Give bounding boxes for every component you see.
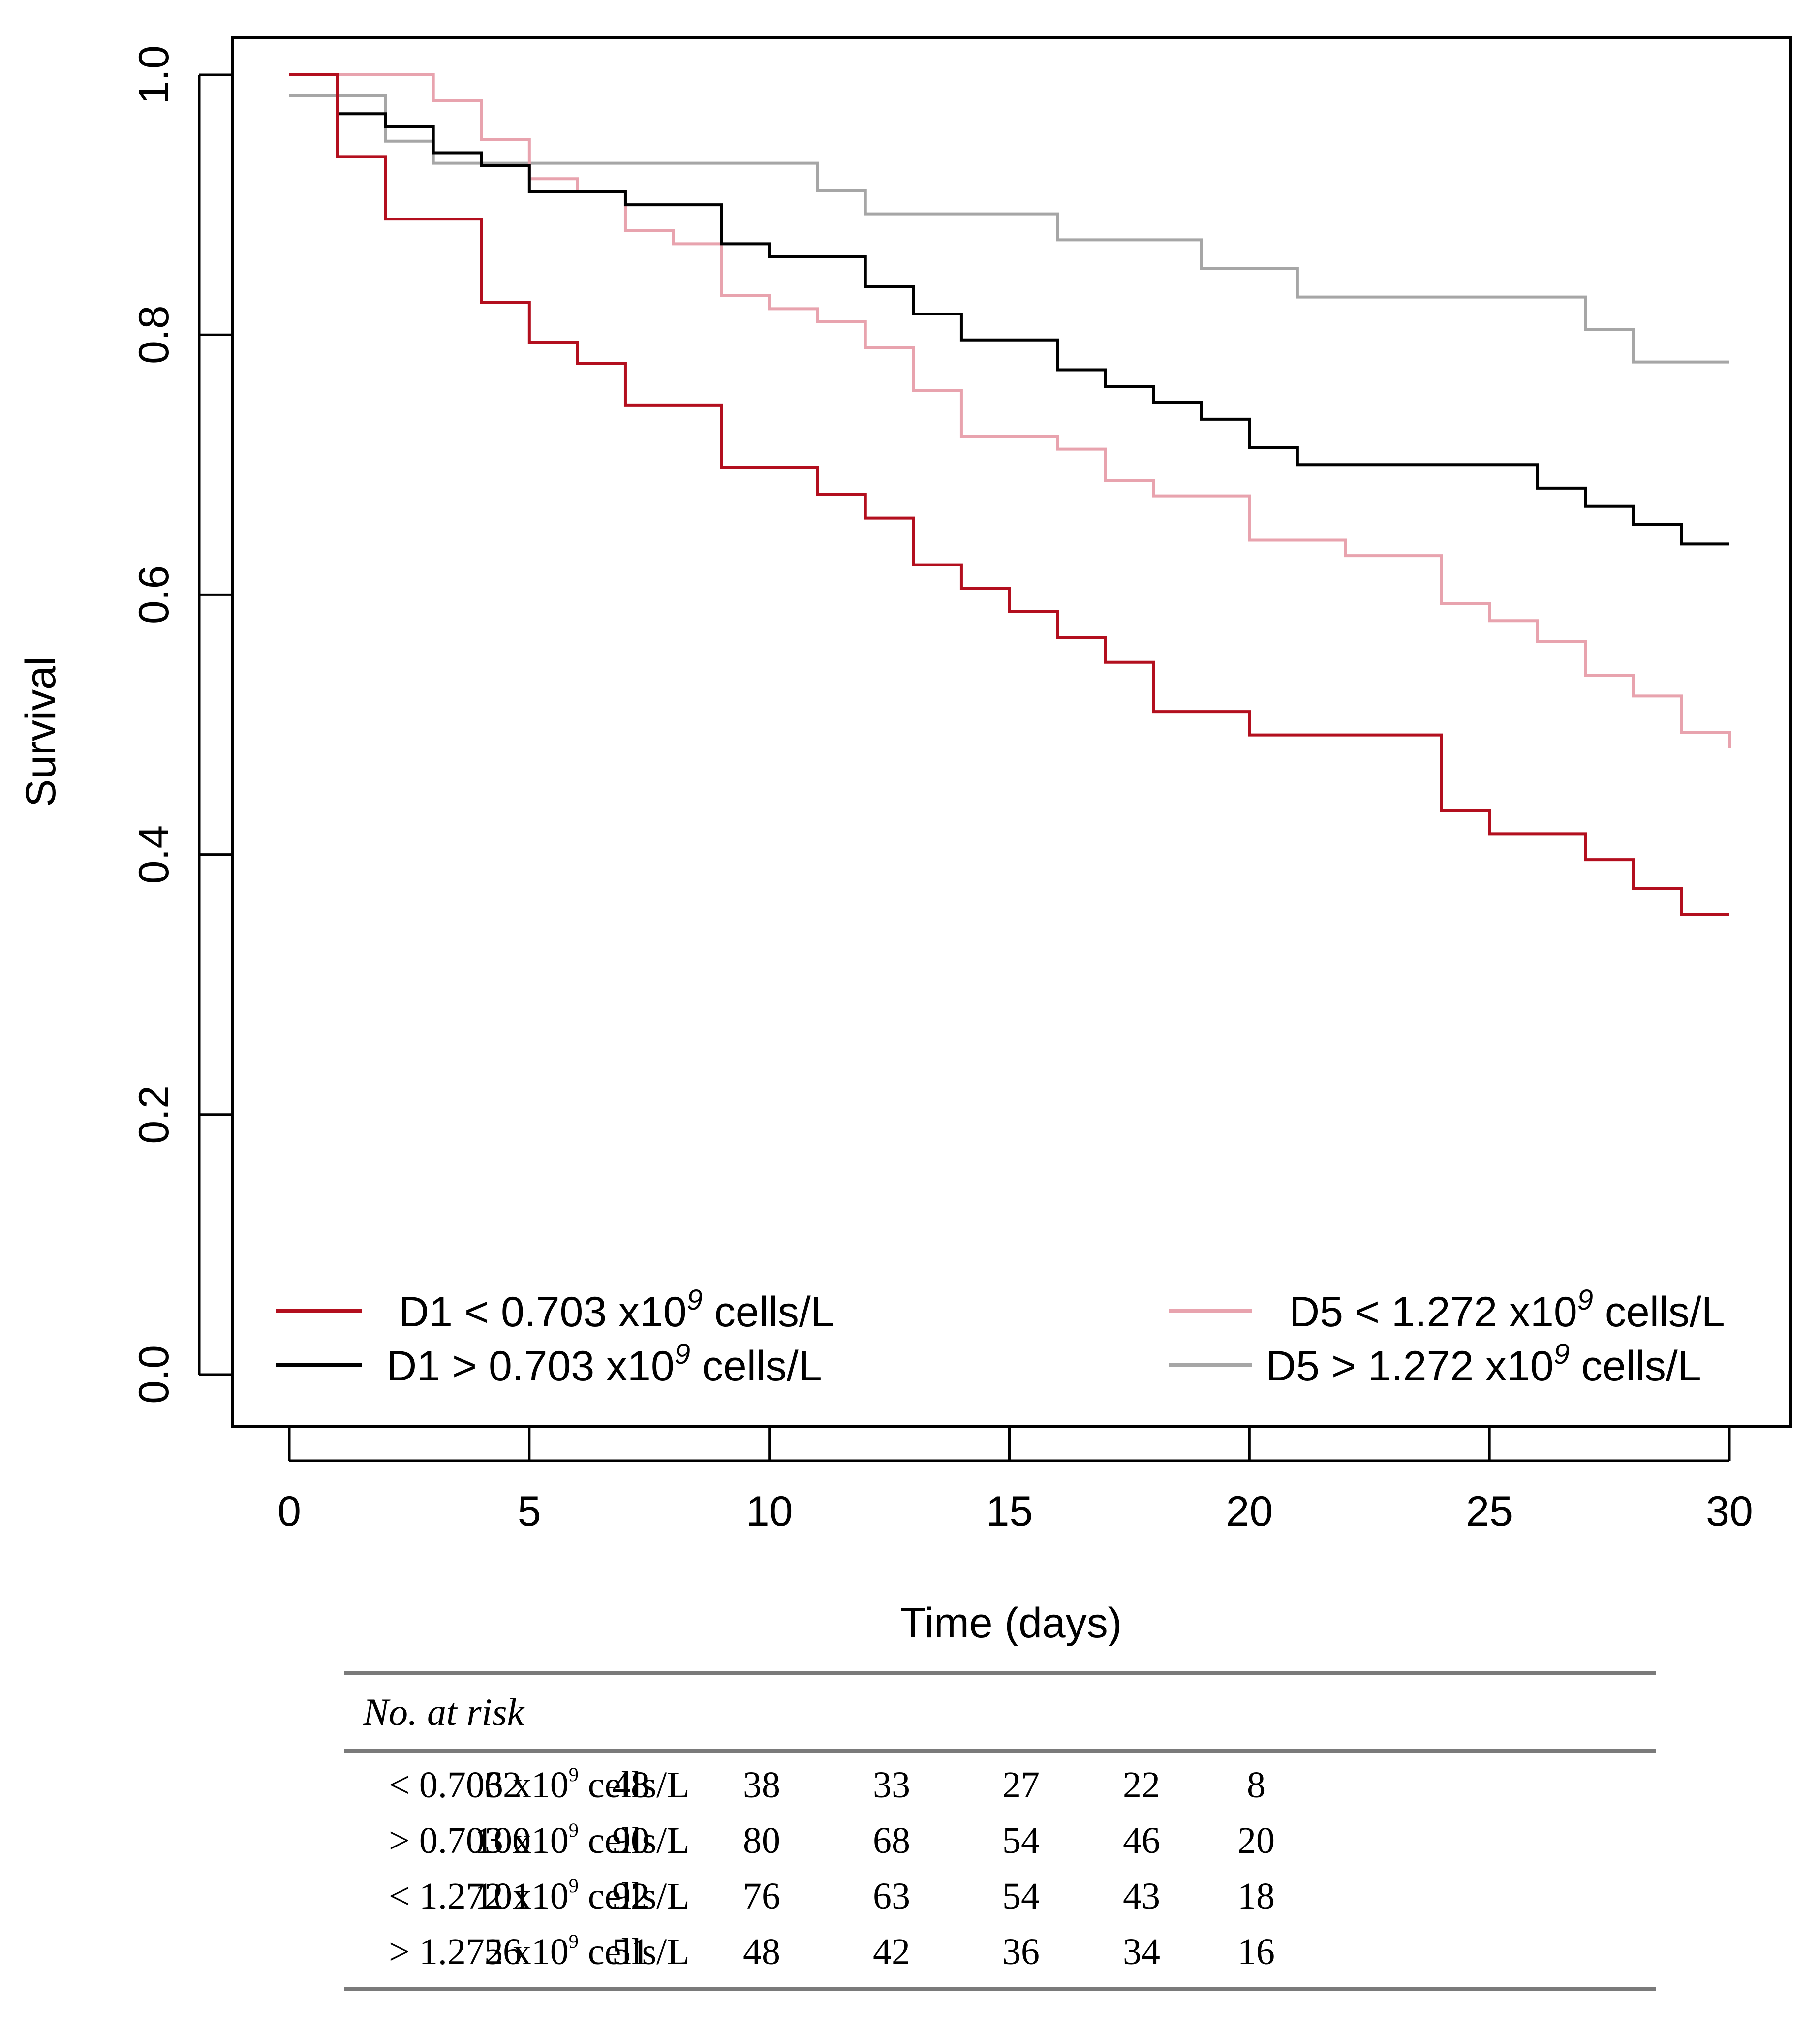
row-label: < 0.703 x109 cells/L [389, 1757, 690, 1813]
plot-frame [231, 36, 1792, 1428]
x-tick-label: 10 [746, 1488, 793, 1535]
table-cell: 33 [873, 1764, 910, 1806]
y-tick-label: 0.8 [130, 305, 178, 364]
x-tick-label: 30 [1706, 1488, 1753, 1535]
row-label-text: < 1.272 x10 [389, 1876, 569, 1917]
table-row: > 0.703 x109 cells/L 100 90 80 68 54 46 20 [344, 1813, 1656, 1869]
x-tick-label: 5 [518, 1488, 541, 1535]
legend-label-exponent: 9 [1554, 1338, 1570, 1370]
y-tick-label: 0.0 [130, 1345, 178, 1404]
table-cell: 63 [873, 1876, 910, 1917]
legend-label-text: D1 < 0.703 x10 [399, 1288, 687, 1336]
table-bottom-rule [344, 1987, 1656, 1991]
row-label-exponent: 9 [568, 1875, 579, 1897]
table-cell: 43 [1123, 1876, 1160, 1917]
table-cell: 34 [1123, 1931, 1160, 1972]
table-cell: 36 [1002, 1931, 1040, 1972]
x-axis-label: Time (days) [900, 1599, 1122, 1647]
row-label-units: cells/L [578, 1764, 690, 1806]
table-cell: 27 [1002, 1764, 1040, 1806]
table-cell: 62 [484, 1764, 522, 1806]
survival-curve-3 [289, 73, 1731, 749]
legend-label-exponent: 9 [675, 1338, 690, 1370]
table-cell: 16 [1237, 1931, 1275, 1972]
table-header-rule [344, 1749, 1656, 1753]
legend-label-4: D5 > 1.272 x109 cells/L [1265, 1338, 1701, 1390]
table-cell: 56 [484, 1931, 522, 1972]
table-row: < 1.272 x109 cells/L 101 92 76 63 54 43 18 [344, 1869, 1656, 1924]
row-label-exponent: 9 [568, 1930, 579, 1952]
y-tick-label: 0.2 [130, 1085, 178, 1144]
y-axis-label: Survival [17, 657, 64, 807]
row-label-text: > 1.272 x10 [389, 1931, 569, 1972]
row-label-units: cells/L [578, 1876, 690, 1917]
legend-label-units: cells/L [703, 1288, 834, 1336]
table-cell: 18 [1237, 1876, 1275, 1917]
legend: D1 < 0.703 x109 cells/LD1 > 0.703 x109 c… [276, 1284, 1725, 1390]
row-label-text: > 0.703 x10 [389, 1820, 569, 1861]
survival-curve-2 [289, 73, 1729, 546]
legend-label-exponent: 9 [1577, 1284, 1593, 1316]
legend-label-exponent: 9 [687, 1284, 703, 1316]
table-cell: 51 [612, 1931, 649, 1972]
legend-label-units: cells/L [690, 1343, 822, 1390]
x-tick-label: 0 [278, 1488, 301, 1535]
table-cell: 101 [475, 1876, 531, 1917]
row-label: < 1.272 x109 cells/L [389, 1869, 690, 1924]
x-tick-label: 25 [1466, 1488, 1513, 1535]
y-tick-label: 1.0 [130, 45, 178, 104]
table-row: < 0.703 x109 cells/L 62 48 38 33 27 22 8 [344, 1757, 1656, 1813]
series-layer [289, 73, 1731, 916]
row-label-units: cells/L [578, 1931, 690, 1972]
table-cell: 80 [743, 1820, 780, 1861]
table-top-rule [344, 1671, 1656, 1675]
table-cell: 100 [475, 1820, 531, 1861]
row-label-units: cells/L [578, 1820, 690, 1861]
table-cell: 48 [612, 1764, 649, 1806]
legend-label-1: D1 < 0.703 x109 cells/L [399, 1284, 834, 1336]
survival-curve-1 [289, 73, 1729, 916]
table-cell: 54 [1002, 1820, 1040, 1861]
legend-label-text: D5 > 1.272 x10 [1265, 1343, 1554, 1390]
risk-table-title: No. at risk [363, 1691, 524, 1733]
table-cell: 54 [1002, 1876, 1040, 1917]
table-cell: 42 [873, 1931, 910, 1972]
legend-label-text: D5 < 1.272 x10 [1289, 1288, 1577, 1336]
table-cell: 46 [1123, 1820, 1160, 1861]
row-label: > 1.272 x109 cells/L [389, 1924, 690, 1980]
table-row: > 1.272 x109 cells/L 56 51 48 42 36 34 16 [344, 1924, 1656, 1980]
legend-label-text: D1 > 0.703 x10 [386, 1343, 675, 1390]
legend-label-units: cells/L [1593, 1288, 1725, 1336]
table-cell: 92 [612, 1876, 649, 1917]
x-axis: 0 5 10 15 20 25 30 [278, 1426, 1753, 1535]
x-tick-label: 20 [1226, 1488, 1273, 1535]
legend-label-3: D5 < 1.272 x109 cells/L [1289, 1284, 1725, 1336]
table-cell: 76 [743, 1876, 780, 1917]
table-cell: 68 [873, 1820, 910, 1861]
survival-curve-4 [289, 94, 1729, 364]
table-cell: 90 [612, 1820, 649, 1861]
y-tick-label: 0.4 [130, 825, 178, 884]
row-label-text: < 0.703 x10 [389, 1764, 569, 1806]
survival-chart: 0.0 0.2 0.4 0.6 0.8 1.0 0 5 10 15 20 25 30 D1 < 0.7… [17, 36, 1792, 1647]
table-cell: 22 [1123, 1764, 1160, 1806]
x-tick-label: 15 [986, 1488, 1033, 1535]
row-label-exponent: 9 [568, 1819, 579, 1841]
risk-table-rows: < 0.703 x109 cells/L 62 48 38 33 27 22 8 > 0.703… [344, 1753, 1656, 1980]
row-label: > 0.703 x109 cells/L [389, 1813, 690, 1869]
y-tick-label: 0.6 [130, 565, 178, 625]
table-cell: 38 [743, 1764, 780, 1806]
legend-label-2: D1 > 0.703 x109 cells/L [386, 1338, 822, 1390]
row-label-exponent: 9 [568, 1763, 579, 1785]
legend-label-units: cells/L [1570, 1343, 1701, 1390]
table-cell: 8 [1247, 1764, 1265, 1806]
table-cell: 48 [743, 1931, 780, 1972]
y-axis: 0.0 0.2 0.4 0.6 0.8 1.0 [130, 45, 233, 1404]
risk-table: No. at risk < 0.703 x109 cells/L 62 48 38 33… [344, 1671, 1656, 1991]
table-cell: 20 [1237, 1820, 1275, 1861]
